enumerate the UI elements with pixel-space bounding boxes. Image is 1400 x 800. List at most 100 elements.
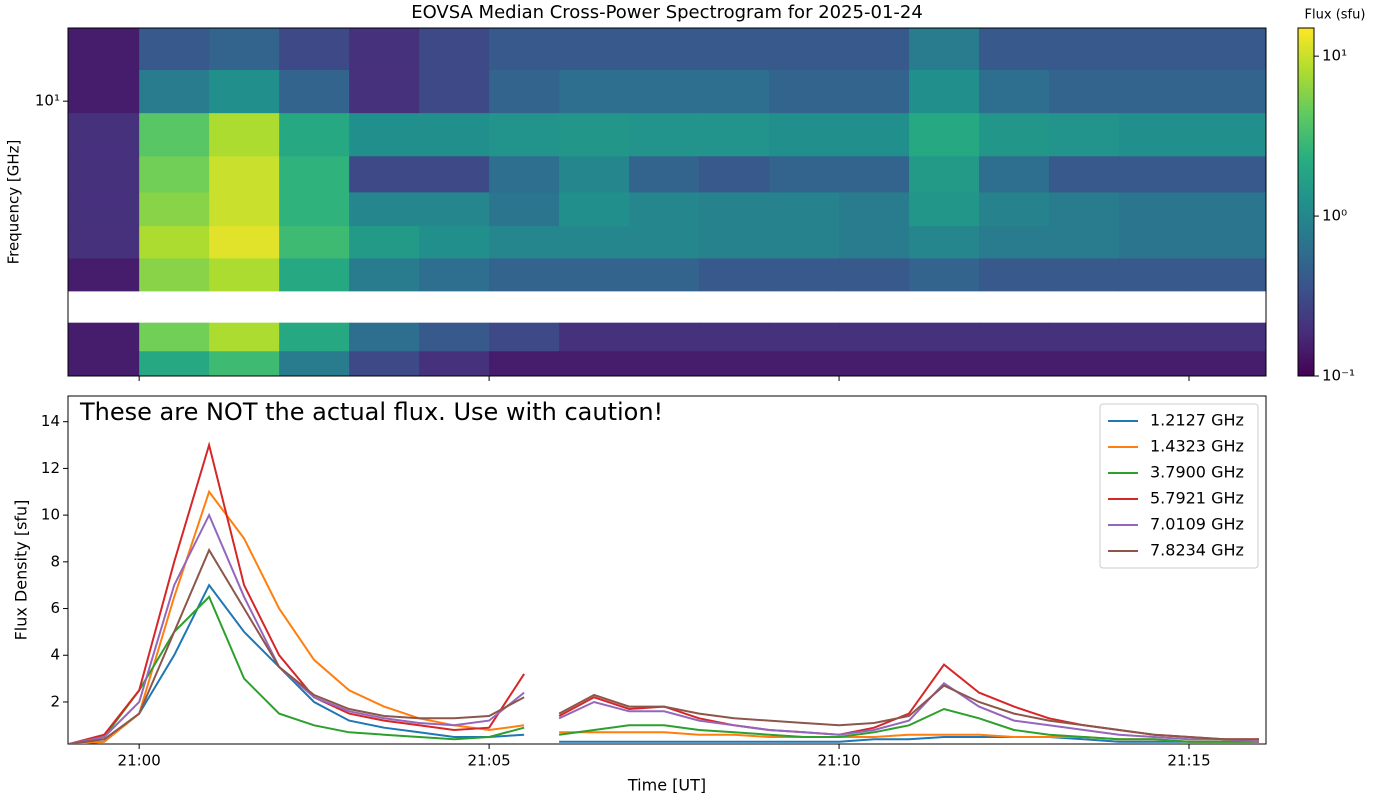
colorbar-label: Flux (sfu)	[1305, 8, 1366, 23]
heatmap-cell	[489, 156, 560, 193]
heatmap-cell	[839, 226, 910, 259]
heatmap-cell	[769, 351, 840, 376]
heatmap-cell	[209, 113, 280, 157]
heatmap-cell	[1119, 226, 1190, 259]
heatmap-cell	[419, 28, 490, 71]
heatmap-cell	[209, 322, 280, 352]
heatmap-cell	[979, 28, 1050, 71]
heatmap-cell	[139, 226, 210, 259]
heatmap-cell	[419, 351, 490, 376]
heatmap-cell	[139, 322, 210, 352]
heatmap-cell	[419, 113, 490, 157]
plot-frame	[67, 27, 1267, 377]
heatmap-cell	[349, 70, 420, 114]
heatmap-cell	[699, 258, 770, 292]
heatmap-cell	[279, 351, 350, 376]
heatmap-cell	[979, 113, 1050, 157]
colorbar-tick-label: 10⁰	[1322, 207, 1347, 225]
heatmap-cell	[559, 258, 630, 292]
heatmap-cell	[1049, 156, 1120, 193]
y-tick-label: 2	[50, 692, 60, 710]
heatmap-cell	[699, 226, 770, 259]
y-tick-label: 4	[50, 646, 60, 664]
heatmap-cell	[979, 192, 1050, 227]
heatmap-cell	[909, 192, 980, 227]
heatmap-cell	[349, 113, 420, 157]
heatmap-cell	[419, 226, 490, 259]
heatmap-cell	[769, 226, 840, 259]
heatmap-cell	[68, 351, 140, 376]
heatmap-cell	[1189, 28, 1266, 71]
heatmap-cell	[139, 192, 210, 227]
heatmap-cell	[909, 113, 980, 157]
heatmap-cell	[559, 70, 630, 114]
heatmap-cell	[839, 70, 910, 114]
y-tick-label: 14	[41, 412, 60, 430]
heatmap-cell	[279, 258, 350, 292]
heatmap-cell	[909, 322, 980, 352]
heatmap-cell	[839, 192, 910, 227]
heatmap-cell	[979, 351, 1050, 376]
heatmap-cell	[699, 322, 770, 352]
series-line	[69, 547, 525, 744]
heatmap-cell	[489, 70, 560, 114]
heatmap-cell	[769, 156, 840, 193]
y-tick-label: 10¹	[35, 92, 60, 110]
heatmap-cell	[209, 258, 280, 292]
heatmap-cell	[769, 258, 840, 292]
heatmap-cells	[68, 28, 1266, 376]
heatmap-cell	[979, 322, 1050, 352]
series-line	[69, 512, 525, 744]
x-tick-label: 21:15	[1167, 752, 1210, 770]
heatmap-cell	[1189, 70, 1266, 114]
heatmap-cell	[629, 28, 700, 71]
heatmap-cell	[489, 192, 560, 227]
heatmap-cell	[139, 28, 210, 71]
heatmap-cell	[699, 28, 770, 71]
heatmap-cell	[419, 156, 490, 193]
heatmap-cell	[68, 192, 140, 227]
heatmap-cell	[629, 70, 700, 114]
plot-frame	[67, 395, 1267, 745]
legend-label: 7.8234 GHz	[1150, 541, 1244, 560]
y-tick-label: 6	[50, 599, 60, 617]
heatmap-cell	[979, 226, 1050, 259]
heatmap-cell	[349, 226, 420, 259]
series-line	[69, 583, 525, 744]
heatmap-cell	[209, 351, 280, 376]
y-tick-label: 8	[50, 552, 60, 570]
x-tick-label: 21:00	[118, 752, 161, 770]
heatmap-cell	[1049, 113, 1120, 157]
annotation: These are NOT the actual flux. Use with …	[79, 398, 663, 426]
heatmap-cell	[769, 70, 840, 114]
heatmap-cell	[68, 28, 140, 71]
heatmap-cell	[1189, 156, 1266, 193]
heatmap-cell	[629, 258, 700, 292]
x-tick-label: 21:05	[467, 752, 510, 770]
heatmap-cell	[419, 322, 490, 352]
series-line	[69, 595, 525, 744]
heatmap-cell	[279, 28, 350, 71]
heatmap-cell	[1119, 28, 1190, 71]
heatmap-cell	[349, 351, 420, 376]
heatmap-cell	[349, 28, 420, 71]
heatmap-cell	[559, 322, 630, 352]
heatmap-cell	[699, 351, 770, 376]
lines	[68, 441, 1260, 744]
heatmap-cell	[559, 192, 630, 227]
heatmap-cell	[559, 156, 630, 193]
heatmap-cell	[489, 226, 560, 259]
heatmap-cell	[68, 156, 140, 193]
heatmap-cell	[68, 226, 140, 259]
heatmap-cell	[279, 113, 350, 157]
colorbar-tick-label: 10⁻¹	[1322, 367, 1355, 385]
heatmap-cell	[559, 226, 630, 259]
heatmap-cell	[1189, 322, 1266, 352]
heatmap-cell	[1119, 113, 1190, 157]
heatmap-cell	[1119, 70, 1190, 114]
heatmap-cell	[1119, 258, 1190, 292]
heatmap-cell	[1049, 258, 1120, 292]
heatmap-cell	[909, 70, 980, 114]
legend-label: 7.0109 GHz	[1150, 515, 1244, 534]
